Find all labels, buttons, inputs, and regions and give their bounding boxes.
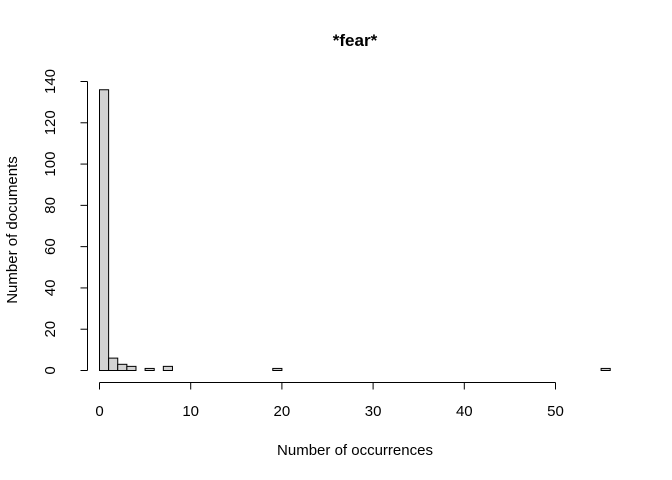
y-tick-label: 100 [42, 152, 59, 177]
bars-group [99, 89, 611, 372]
x-tick-label: 0 [95, 403, 103, 420]
histogram-bar [600, 367, 611, 371]
y-axis: 0 20 40 60 80 100 120 140 [42, 69, 88, 375]
x-tick-label: 40 [456, 403, 473, 420]
x-axis-label: Number of occurrences [277, 442, 433, 459]
histogram-bar [272, 367, 283, 371]
x-tick-label: 50 [547, 403, 564, 420]
y-tick-label: 80 [42, 197, 59, 214]
x-axis: 0 10 20 30 40 50 [95, 382, 564, 420]
y-tick-label: 60 [42, 238, 59, 255]
histogram-bar [126, 365, 137, 372]
x-tick-label: 30 [365, 403, 382, 420]
x-tick-label: 10 [182, 403, 199, 420]
x-tick-label: 20 [274, 403, 291, 420]
histogram-bar [144, 367, 155, 371]
histogram-bar [99, 89, 110, 371]
y-tick-label: 0 [42, 366, 59, 374]
y-tick-label: 140 [42, 69, 59, 94]
histogram-bar [108, 357, 119, 372]
y-tick-label: 20 [42, 321, 59, 338]
y-tick-label: 120 [42, 110, 59, 135]
y-axis-label: Number of documents [4, 156, 21, 304]
histogram-bar [162, 365, 173, 372]
y-tick-label: 40 [42, 280, 59, 297]
chart-title: *fear* [333, 31, 378, 50]
histogram-bar [117, 363, 128, 371]
